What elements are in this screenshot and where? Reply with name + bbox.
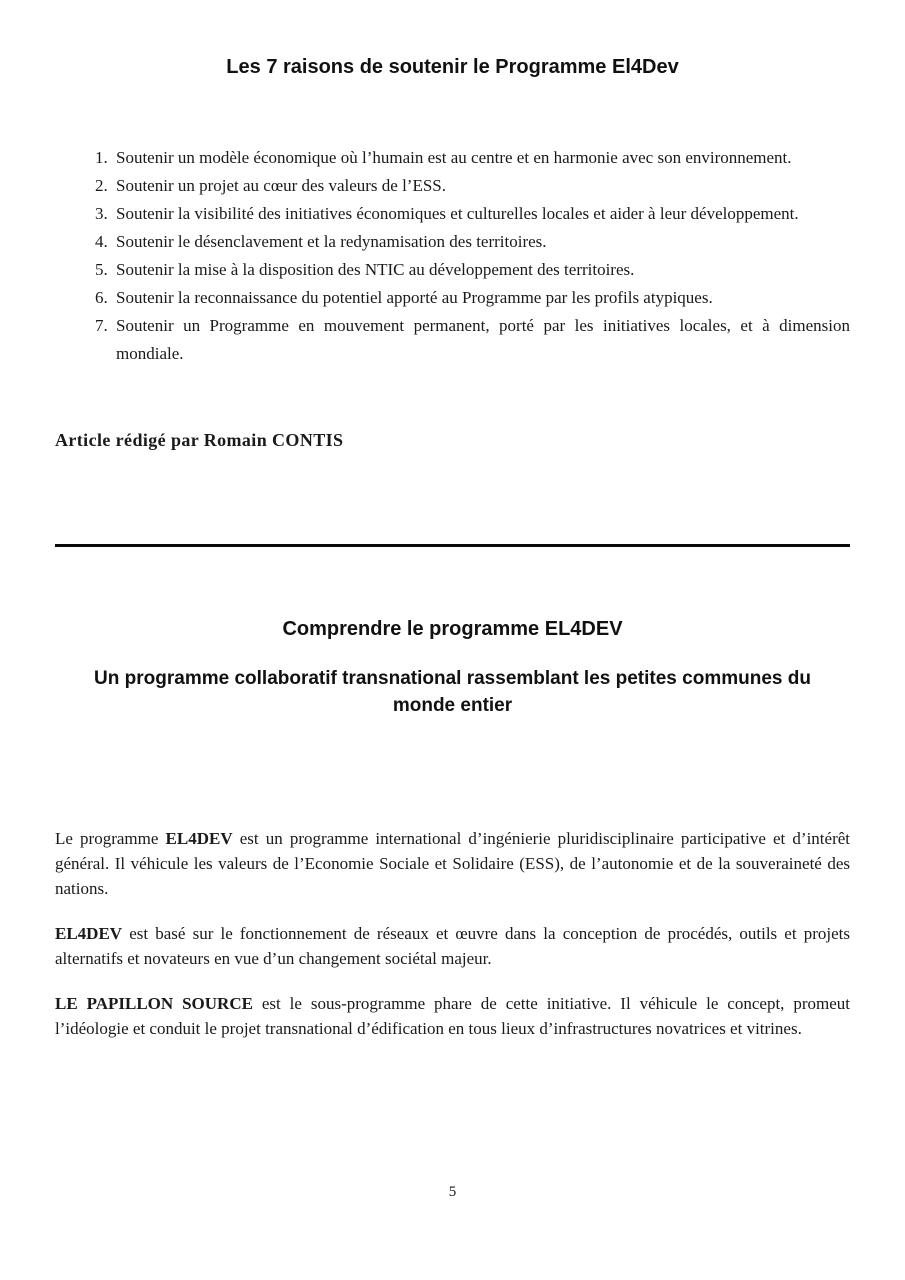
paragraph-text: est basé sur le fonctionnement de réseau… [55,924,850,968]
reason-item: Soutenir la reconnaissance du potentiel … [112,284,850,312]
bold-term: EL4DEV [55,924,123,943]
section-subtitle: Un programme collaboratif transnational … [94,668,811,716]
section-divider [55,544,850,547]
paragraph-text: est le sous-programme phare de cette ini… [55,994,850,1038]
author-byline: Article rédigé par Romain CONTIS [55,430,344,450]
reason-item: Soutenir un projet au cœur des valeurs d… [112,172,850,200]
reason-item: Soutenir un Programme en mouvement perma… [112,312,850,368]
page-number: 5 [448,1184,457,1200]
body-paragraph: EL4DEV est basé sur le fonctionnement de… [55,921,850,971]
reason-item: Soutenir la visibilité des initiatives é… [112,200,850,228]
body-paragraph: Le programme EL4DEV est un programme int… [55,826,850,901]
reasons-list: Soutenir un modèle économique où l’humai… [55,144,850,368]
reason-item: Soutenir un modèle économique où l’humai… [112,144,850,172]
page-title: Les 7 raisons de soutenir le Programme E… [226,56,679,78]
paragraph-text: Le programme [55,829,166,848]
body-paragraph: LE PAPILLON SOURCE est le sous-programme… [55,991,850,1041]
section-title: Comprendre le programme EL4DEV [282,618,623,640]
reason-item: Soutenir le désenclavement et la redynam… [112,228,850,256]
paragraph-text: est un programme international d’ingénie… [55,829,850,898]
reason-item: Soutenir la mise à la disposition des NT… [112,256,850,284]
bold-term: LE PAPILLON SOURCE [55,994,253,1013]
bold-term: EL4DEV [165,829,233,848]
body-copy: Le programme EL4DEV est un programme int… [55,826,850,1041]
